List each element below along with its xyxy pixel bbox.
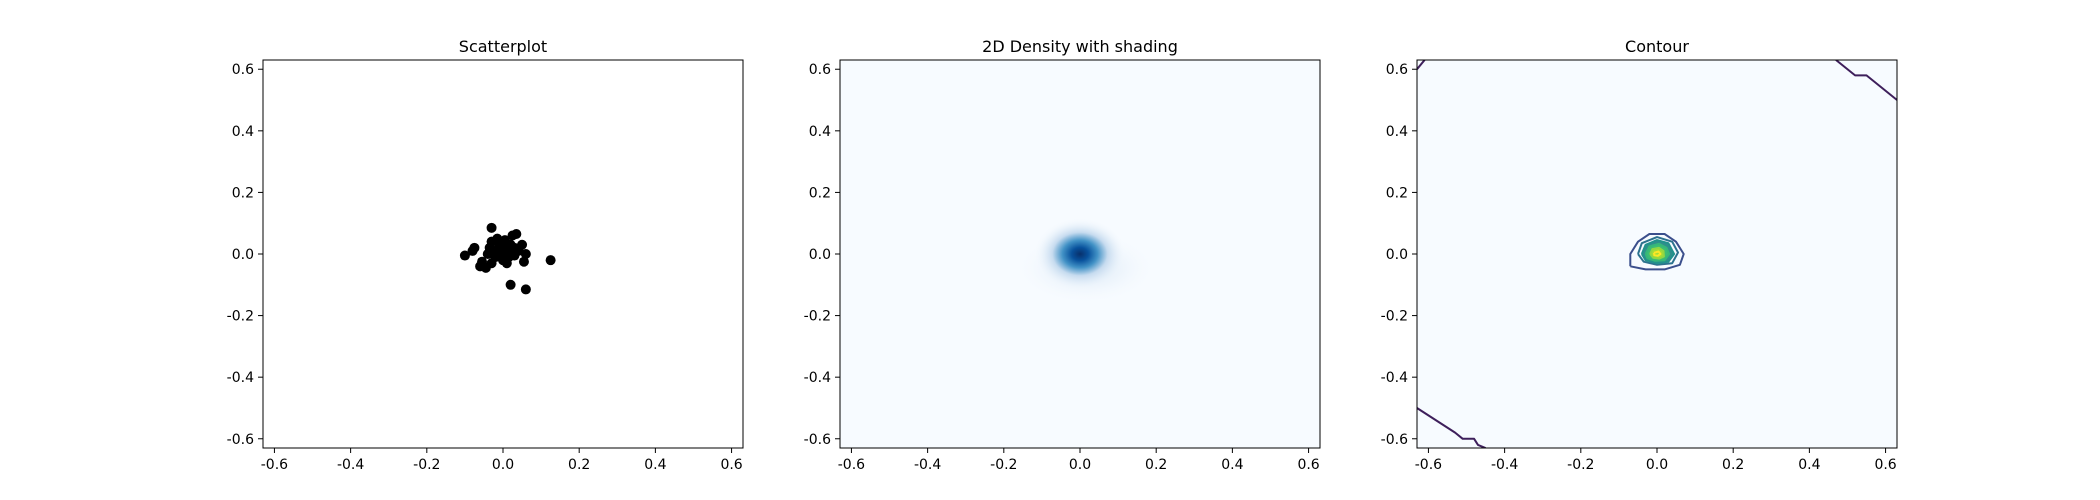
x-tick-label: 0.2 [1722,457,1744,473]
x-tick-label: -0.2 [413,457,440,473]
y-tick-label: 0.2 [232,185,254,201]
x-tick-label: 0.0 [1646,457,1668,473]
scatter-point [509,242,520,253]
x-tick-label: -0.6 [261,457,288,473]
x-tick-label: 0.4 [1221,457,1243,473]
y-tick-label: 0.4 [809,124,831,140]
x-tick-label: -0.4 [1491,457,1518,473]
scatter-point [545,255,556,266]
y-tick-label: -0.2 [1381,309,1408,325]
x-tick-label: 0.4 [644,457,666,473]
y-tick-label: 0.2 [1386,185,1408,201]
y-tick-label: 0.4 [232,124,254,140]
y-tick-label: 0.4 [1386,124,1408,140]
y-tick-label: 0.0 [1386,247,1408,263]
plot-area [840,60,1320,448]
y-tick-label: 0.6 [1386,62,1408,78]
chart-title: Scatterplot [459,37,547,56]
contour-line [1649,246,1665,260]
x-tick-label: 0.4 [1798,457,1820,473]
y-tick-label: 0.0 [232,247,254,263]
scatter-point [477,256,488,267]
contour-fill [1650,247,1664,259]
contour-line [1640,239,1676,265]
y-tick-label: -0.6 [1381,432,1408,448]
scatterplot-panel: Scatterplot -0.6 -0.4 -0.2 0.0 0.2 0.4 0.6-0.6… [227,37,744,473]
scatter-point [486,222,497,233]
y-tick-label: 0.2 [809,185,831,201]
scatter-point [469,242,480,253]
axis-ticks: -0.6 -0.4 -0.2 0.0 0.2 0.4 0.6 -0.6 -0.4 -0.2 0.0 0… [1381,62,1897,473]
x-tick-label: -0.4 [914,457,941,473]
y-tick-label: 0.0 [809,247,831,263]
y-tick-label: -0.4 [227,370,254,386]
x-tick-label: -0.2 [1567,457,1594,473]
scatter-point [505,279,516,290]
plot-area [1417,60,1897,448]
x-tick-label: 0.0 [492,457,514,473]
contour-line [1653,250,1662,257]
scatter-point [501,258,512,269]
y-tick-label: -0.4 [1381,370,1408,386]
plot-area [459,222,556,295]
y-tick-label: -0.6 [804,432,831,448]
scatter-point [520,284,531,295]
x-tick-label: -0.2 [990,457,1017,473]
x-tick-label: 0.2 [568,457,590,473]
contour-panel: Contour -0.6 -0.4 -0.2 0.0 0.2 0.4 0.6 -0.6 -0.4… [1381,37,1898,473]
axis-ticks: -0.6 -0.4 -0.2 0.0 0.2 0.4 0.6 -0.6 -0.4 -0.2 0.0 0… [227,62,743,473]
scatter-point [511,228,522,239]
scatter-point [517,239,528,250]
axis-ticks: -0.6 -0.4 -0.2 0.0 0.2 0.4 0.6 -0.6 -0.4 -0.2 0.0 0… [804,62,1320,473]
scatter-point [518,256,529,267]
contour-line [1629,233,1685,271]
x-tick-label: 0.6 [1297,457,1319,473]
contour-line [1417,407,1486,448]
y-tick-label: -0.4 [804,370,831,386]
chart-title: 2D Density with shading [982,37,1178,56]
x-tick-label: 0.6 [1874,457,1896,473]
contour-line [1644,242,1671,262]
x-tick-label: -0.6 [838,457,865,473]
contour-line [1835,60,1897,101]
chart-title: Contour [1625,37,1689,56]
density-peak [1034,218,1126,290]
x-tick-label: 0.0 [1069,457,1091,473]
y-tick-label: -0.2 [804,309,831,325]
contour-line [1637,236,1679,266]
y-tick-label: -0.2 [227,309,254,325]
density-panel: 2D Density with shading -0.6 -0.4 -0.2 0.0 0… [804,37,1321,473]
x-tick-label: -0.4 [337,457,364,473]
y-tick-label: 0.6 [809,62,831,78]
x-tick-label: 0.6 [720,457,742,473]
scatter-point [492,233,503,244]
contour-line [1417,60,1426,70]
scatter-point [520,249,531,259]
y-tick-label: 0.6 [232,62,254,78]
y-tick-label: -0.6 [227,432,254,448]
scatter-point [498,247,508,258]
scatter-point [459,250,470,261]
x-tick-label: 0.2 [1145,457,1167,473]
x-tick-label: -0.6 [1415,457,1442,473]
